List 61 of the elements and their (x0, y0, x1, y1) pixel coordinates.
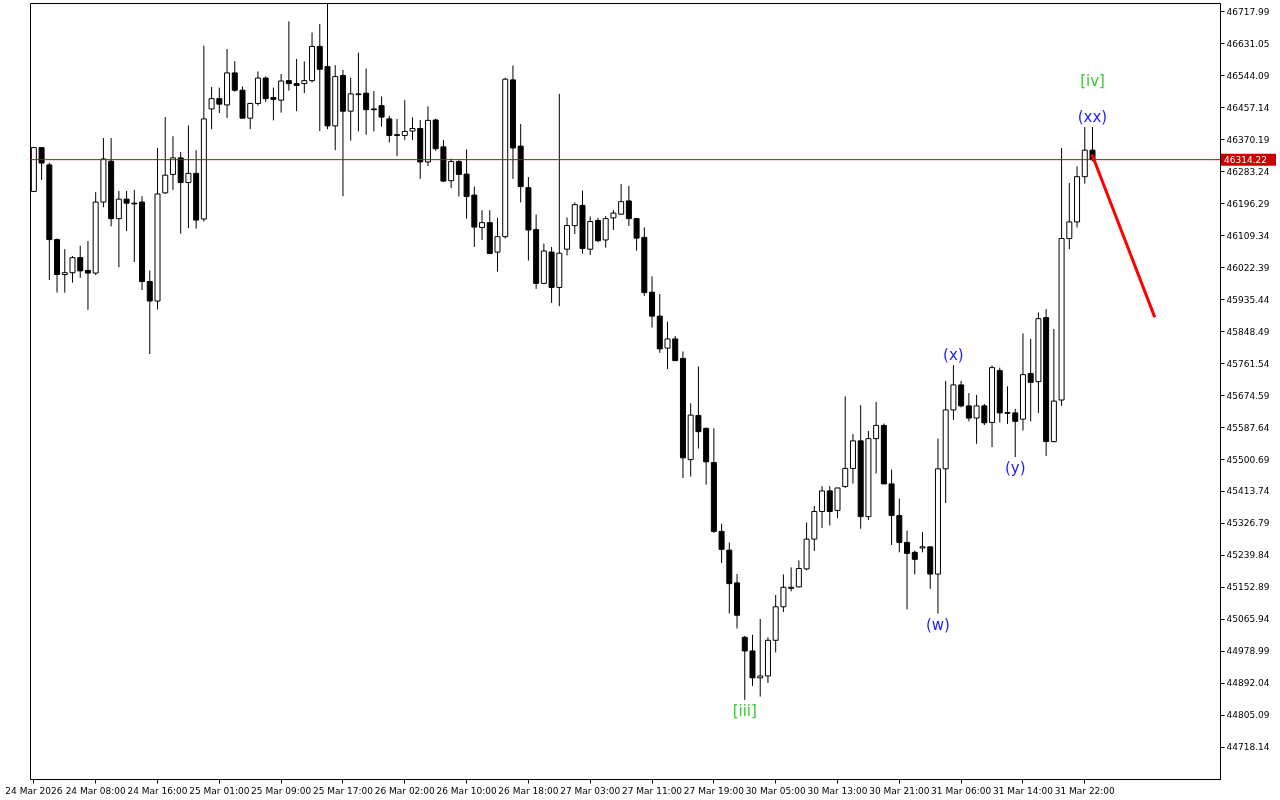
y-tick-label: 44805.09 (1226, 710, 1270, 721)
candlestick (479, 209, 486, 241)
y-tick-label: 45587.64 (1226, 422, 1270, 433)
y-tick-label: 45152.89 (1226, 582, 1270, 593)
x-tick-label: 31 Mar 06:00 (931, 785, 992, 796)
y-tick-label: 45065.94 (1226, 614, 1270, 625)
x-tick-label: 30 Mar 13:00 (807, 785, 868, 796)
x-tick-label: 27 Mar 11:00 (622, 785, 683, 796)
y-tick-label: 45239.84 (1226, 550, 1270, 561)
annotation: (y) (1004, 459, 1026, 478)
annotation: (x) (943, 346, 964, 365)
candlestick (904, 530, 911, 610)
candlestick (394, 118, 401, 157)
x-tick-label: 24 Mar 16:00 (127, 785, 188, 796)
y-tick-label: 45848.49 (1226, 326, 1270, 337)
candlestick (169, 135, 176, 191)
candlestick (564, 217, 571, 256)
candlestick (84, 240, 91, 311)
y-tick-label: 44978.99 (1226, 646, 1270, 657)
x-tick-label: 24 Mar 08:00 (65, 785, 126, 796)
x-tick-label: 25 Mar 17:00 (312, 785, 374, 796)
annotation: (xx) (1077, 108, 1108, 126)
x-tick-label: 27 Mar 03:00 (560, 785, 621, 796)
annotation: [iv] (1080, 72, 1105, 90)
y-tick-label: 44718.14 (1226, 742, 1270, 753)
y-tick-label: 46631.05 (1226, 38, 1270, 49)
y-tick-label: 45674.59 (1226, 390, 1270, 401)
x-tick-label: 24 Mar 2026 (5, 785, 63, 796)
x-tick-label: 26 Mar 18:00 (498, 785, 559, 796)
x-tick-label: 25 Mar 09:00 (251, 785, 312, 796)
y-tick-label: 45761.54 (1226, 358, 1270, 369)
y-tick-label: 46370.19 (1226, 134, 1270, 145)
candlestick (649, 275, 656, 329)
y-tick-label: 46457.14 (1226, 102, 1270, 113)
y-tick-label: 45500.69 (1226, 454, 1270, 465)
x-tick-label: 30 Mar 21:00 (869, 785, 930, 796)
candlestick (842, 395, 849, 489)
candlestick (819, 485, 826, 529)
x-tick-label: 26 Mar 02:00 (374, 785, 436, 796)
x-tick-label: 25 Mar 01:00 (189, 785, 250, 796)
y-tick-label: 44892.04 (1226, 678, 1270, 689)
x-tick-label: 31 Mar 14:00 (992, 785, 1054, 796)
x-tick-label: 26 Mar 10:00 (436, 785, 497, 796)
candlestick (911, 550, 918, 575)
annotation: [iii] (732, 701, 757, 720)
y-tick-label: 46196.29 (1226, 198, 1270, 209)
y-tick-label: 45326.79 (1226, 518, 1270, 529)
y-tick-label: 46544.09 (1226, 70, 1270, 81)
y-tick-label: 45935.44 (1226, 294, 1270, 305)
x-tick-label: 31 Mar 22:00 (1054, 785, 1116, 796)
y-tick-label: 46109.34 (1226, 230, 1270, 241)
y-tick-label: 46283.24 (1226, 166, 1270, 177)
candlestick (386, 115, 393, 143)
annotation: (w) (925, 615, 950, 634)
x-tick-label: 27 Mar 19:00 (683, 785, 745, 796)
candlestick (594, 217, 601, 243)
y-tick-label: 45413.74 (1226, 486, 1270, 497)
y-tick-label: 46022.39 (1226, 262, 1270, 273)
ref-line-label: 46314.22 (1224, 154, 1267, 165)
y-tick-label: 46717.99 (1226, 6, 1270, 17)
x-tick-label: 30 Mar 05:00 (745, 785, 806, 796)
